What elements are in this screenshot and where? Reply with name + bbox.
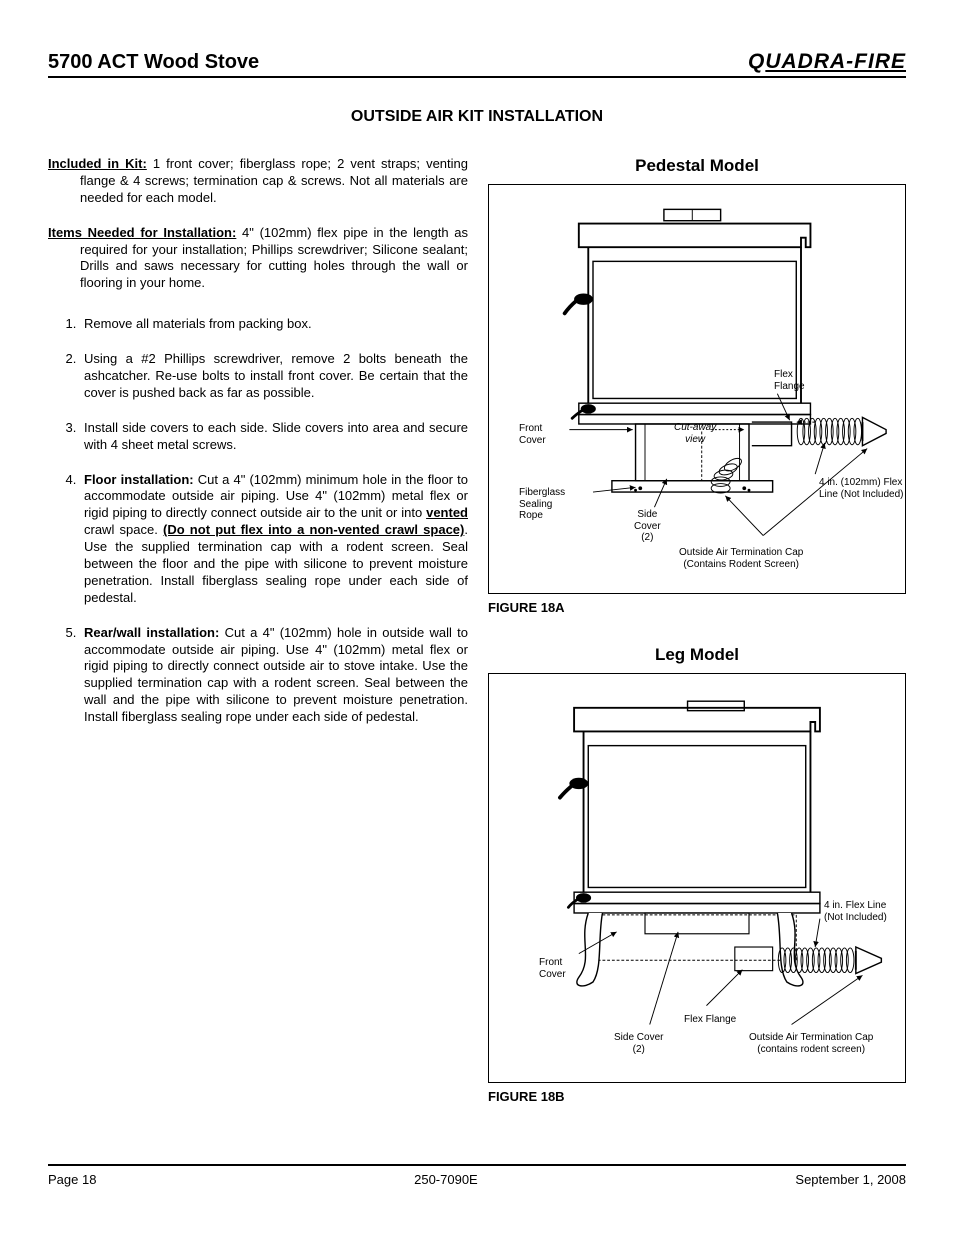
label-fiberglass: FiberglassSealingRope — [519, 487, 565, 522]
instruction-steps: Remove all materials from packing box. U… — [48, 316, 468, 726]
footer-page: Page 18 — [48, 1172, 96, 1187]
figure-a-caption: FIGURE 18A — [488, 600, 906, 615]
labelb-flex-flange: Flex Flange — [684, 1014, 736, 1026]
figure-b-title: Leg Model — [488, 645, 906, 665]
label-side-cover: SideCover(2) — [634, 509, 661, 544]
label-cutaway: Cut-awayview — [674, 422, 716, 445]
figure-b-caption: FIGURE 18B — [488, 1089, 906, 1104]
brand-logo: Quadra-Fire — [748, 50, 906, 74]
labelb-term-cap: Outside Air Termination Cap(contains rod… — [749, 1032, 873, 1055]
figure-a-title: Pedestal Model — [488, 156, 906, 176]
included-in-kit: Included in Kit: 1 front cover; fibergla… — [48, 156, 468, 207]
label-front-cover: FrontCover — [519, 423, 546, 446]
step-3: Install side covers to each side. Slide … — [80, 420, 468, 454]
text-column: Included in Kit: 1 front cover; fibergla… — [48, 156, 468, 1134]
label-flex-line: 4 in. (102mm) FlexLine (Not Included) — [819, 477, 904, 500]
labelb-front-cover: FrontCover — [539, 957, 566, 980]
step-5: Rear/wall installation: Cut a 4" (102mm)… — [80, 625, 468, 726]
figure-b-frame: 4 in. Flex Line(Not Included) FrontCover… — [488, 673, 906, 1083]
label-flex-flange: FlexFlange — [774, 369, 805, 392]
labelb-side-cover: Side Cover(2) — [614, 1032, 663, 1055]
page-header: 5700 ACT Wood Stove Quadra-Fire — [48, 50, 906, 78]
figure-column: Pedestal Model — [488, 156, 906, 1134]
footer-docnum: 250-7090E — [414, 1172, 478, 1187]
step-1: Remove all materials from packing box. — [80, 316, 468, 333]
label-term-cap: Outside Air Termination Cap(Contains Rod… — [679, 547, 803, 570]
labelb-flex-line: 4 in. Flex Line(Not Included) — [824, 900, 887, 923]
items-needed: Items Needed for Installation: 4" (102mm… — [48, 225, 468, 293]
footer-date: September 1, 2008 — [795, 1172, 906, 1187]
step-2: Using a #2 Phillips screwdriver, remove … — [80, 351, 468, 402]
header-title: 5700 ACT Wood Stove — [48, 51, 259, 74]
figure-a-diagram — [489, 185, 905, 593]
section-title: OUTSIDE AIR KIT INSTALLATION — [48, 108, 906, 126]
step-4: Floor installation: Cut a 4" (102mm) min… — [80, 472, 468, 607]
figure-a-frame: FlexFlange FrontCover Cut-awayview Fiber… — [488, 184, 906, 594]
page-footer: Page 18 250-7090E September 1, 2008 — [48, 1164, 906, 1187]
